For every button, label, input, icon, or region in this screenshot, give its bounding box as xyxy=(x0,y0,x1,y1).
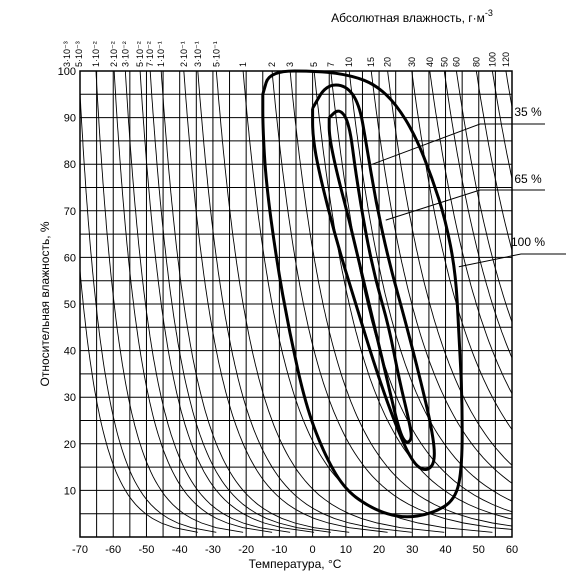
contour-leader-line xyxy=(385,189,545,221)
leader-layer xyxy=(372,123,566,268)
abs-humidity-isoline xyxy=(160,71,350,533)
abs-humidity-isoline xyxy=(411,71,512,431)
y-tick-label: 10 xyxy=(64,485,76,497)
abs-humidity-isoline xyxy=(330,71,512,513)
abs-humidity-isoline xyxy=(183,71,388,533)
x-tick-label: -40 xyxy=(172,544,188,556)
x-tick-label: -10 xyxy=(271,544,287,556)
abs-humidity-tick-label: 2 xyxy=(267,62,277,67)
contour-line xyxy=(327,109,413,444)
abs-humidity-isoline xyxy=(387,71,512,466)
plot-frame xyxy=(79,70,513,538)
abs-humidity-tick-label: 5 xyxy=(309,62,319,67)
x-tick-label: -50 xyxy=(139,544,155,556)
contour-line xyxy=(311,83,436,471)
x-tick-label: -20 xyxy=(238,544,254,556)
abs-humidity-isoline xyxy=(370,71,512,484)
y-tick-labels: 10 20 30 40 50 60 70 80 90 100 xyxy=(58,66,76,497)
contour-layer xyxy=(261,69,464,519)
abs-humidity-isoline xyxy=(197,71,412,533)
x-tick-label: -70 xyxy=(72,544,88,556)
abs-humidity-isoline xyxy=(80,84,217,533)
x-tick-label: 20 xyxy=(373,544,385,556)
abs-humidity-tick-label: 3·10⁻³ xyxy=(62,41,72,67)
y-tick-label: 50 xyxy=(64,299,76,311)
abs-humidity-tick-label: 60 xyxy=(451,57,461,67)
grid-layer xyxy=(79,70,513,537)
abs-humidity-tick-label: 50 xyxy=(439,57,449,67)
abs-humidity-isoline xyxy=(149,71,331,533)
x-tick-label: -60 xyxy=(105,544,121,556)
contour-leader-line xyxy=(372,123,545,165)
x-tick-label: 10 xyxy=(340,544,352,556)
abs-humidity-isoline xyxy=(95,71,244,533)
abs-humidity-isoline xyxy=(242,71,493,533)
abs-humidity-tick-label: 1·10⁻² xyxy=(91,41,101,67)
abs-humidity-tick-label: 2·10⁻² xyxy=(109,41,119,67)
abs-humidity-tick-label: 7 xyxy=(326,62,336,67)
abs-humidity-tick-labels: 3·10⁻³ 5·10⁻³ 1·10⁻² 2·10⁻² 3·10⁻² 5·10⁻² 7·10… xyxy=(62,41,511,67)
abs-humidity-isoline xyxy=(113,71,273,533)
abs-humidity-tick-label: 5·10⁻² xyxy=(135,41,145,67)
y-tick-label: 30 xyxy=(64,392,76,404)
x-tick-label: 60 xyxy=(506,544,518,556)
y-tick-label: 40 xyxy=(64,346,76,358)
abs-humidity-isoline xyxy=(124,71,291,533)
x-tick-label: 30 xyxy=(406,544,418,556)
abs-humidity-tick-label: 100 xyxy=(487,52,497,67)
contour-label: 65 % xyxy=(514,172,542,186)
abs-humidity-tick-label: 5·10⁻³ xyxy=(74,41,84,67)
contour-label: 35 % xyxy=(514,105,542,119)
abs-humidity-tick-label: 120 xyxy=(501,52,511,67)
contour-line xyxy=(261,69,464,519)
x-tick-label: 0 xyxy=(310,544,316,556)
x2-axis-label-superscript: -3 xyxy=(485,8,493,18)
abs-humidity-isoline xyxy=(215,71,445,533)
abs-humidity-isoline xyxy=(475,71,512,253)
abs-humidity-isoline xyxy=(271,71,512,530)
abs-humidity-tick-label: 3·10⁻² xyxy=(120,41,130,67)
abs-humidity-tick-label: 10 xyxy=(344,57,354,67)
abs-humidity-tick-label: 3 xyxy=(285,62,295,67)
x-tick-label: 50 xyxy=(473,544,485,556)
abs-humidity-isoline xyxy=(313,71,512,520)
contour-label: 100 % xyxy=(511,235,545,249)
y-tick-label: 70 xyxy=(64,206,76,218)
abs-humidity-tick-label: 2·10⁻¹ xyxy=(179,41,189,67)
x2-axis-label: Абсолютная влажность, г·м-3 xyxy=(331,8,493,25)
abs-humidity-tick-label: 80 xyxy=(471,57,481,67)
x-axis-label: Температура, °С xyxy=(249,557,342,571)
x2-axis-label-text: Абсолютная влажность, г·м xyxy=(331,11,485,25)
y-tick-label: 100 xyxy=(58,66,76,78)
abs-humidity-isoline xyxy=(429,71,512,395)
y-tick-label: 60 xyxy=(64,252,76,264)
y-tick-label: 90 xyxy=(64,113,76,125)
abs-humidity-tick-label: 1 xyxy=(238,62,248,67)
abs-humidity-isoline xyxy=(80,266,198,533)
x-tick-labels: -70 -60 -50 -40 -30 -20 -10 0 10 20 30 40 50 60 xyxy=(72,544,518,556)
contour-leader-line xyxy=(458,253,566,268)
abs-humidity-tick-label: 40 xyxy=(425,57,435,67)
abs-humidity-isoline xyxy=(455,71,512,324)
x-tick-label: 40 xyxy=(439,544,451,556)
abs-humidity-tick-label: 30 xyxy=(407,57,417,67)
abs-humidity-tick-label: 3·10⁻¹ xyxy=(193,41,203,67)
y-axis-label: Относительная влажность, % xyxy=(38,221,52,386)
isolines-layer xyxy=(80,71,512,533)
contour-labels: 35 % 65 % 100 % xyxy=(511,105,545,249)
abs-humidity-tick-label: 15 xyxy=(366,57,376,67)
y-tick-label: 80 xyxy=(64,159,76,171)
abs-humidity-tick-label: 5·10⁻¹ xyxy=(211,41,221,67)
abs-humidity-tick-label: 7·10⁻² xyxy=(145,41,155,67)
abs-humidity-tick-label: 20 xyxy=(383,57,393,67)
y-tick-label: 20 xyxy=(64,439,76,451)
abs-humidity-isoline xyxy=(491,71,512,181)
abs-humidity-tick-label: 1·10⁻¹ xyxy=(156,41,166,67)
x-tick-label: -30 xyxy=(205,544,221,556)
